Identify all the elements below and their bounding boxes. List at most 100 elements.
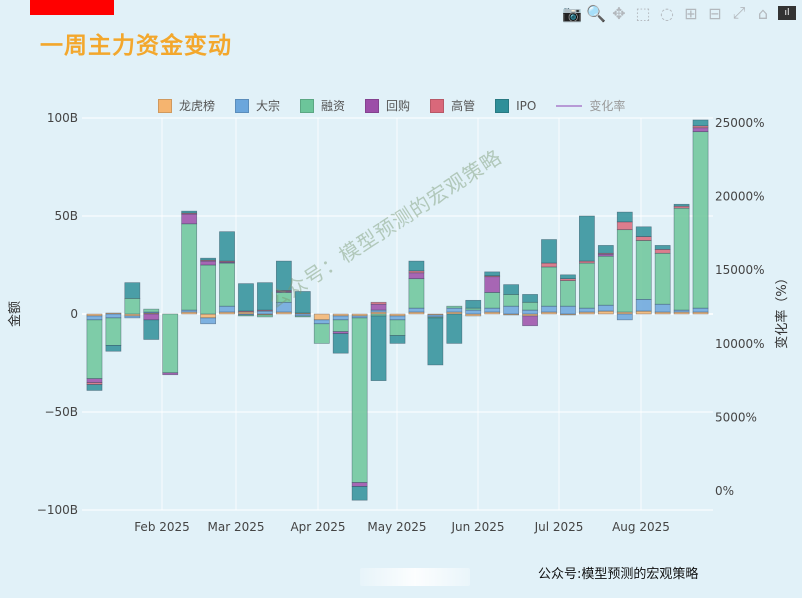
legend-swatch bbox=[300, 98, 315, 113]
bar-segment bbox=[484, 276, 501, 293]
bar-segment bbox=[579, 307, 595, 313]
bar-segment bbox=[313, 313, 330, 321]
y2-tick-label: 20000% bbox=[715, 190, 765, 204]
bar-segment bbox=[200, 264, 216, 315]
bar-segment bbox=[484, 271, 501, 277]
y-tick-label: −100B bbox=[37, 503, 78, 517]
chart-legend: 龙虎榜 大宗 融资 回购 高管 IPO 变化率 bbox=[158, 97, 625, 114]
bar-segment bbox=[692, 131, 709, 309]
bar-segment bbox=[408, 307, 425, 313]
y2-tick-label: 5000% bbox=[715, 410, 757, 424]
bar-segment bbox=[124, 282, 141, 299]
bar-segment bbox=[692, 307, 709, 313]
bar-segment bbox=[370, 301, 387, 305]
bar-segment bbox=[616, 211, 633, 223]
bar-segment bbox=[635, 226, 652, 237]
bar-segment bbox=[522, 294, 538, 303]
bar-segment bbox=[541, 262, 557, 268]
bar-segment bbox=[294, 291, 311, 314]
bar-segment bbox=[446, 313, 463, 344]
lasso-icon[interactable]: ◌ bbox=[660, 3, 674, 23]
legend-item[interactable]: 变化率 bbox=[556, 97, 625, 114]
bar-segment bbox=[200, 313, 216, 319]
box-select-icon[interactable]: ⬚ bbox=[635, 3, 651, 23]
bar-segment bbox=[124, 315, 141, 319]
bar-segment bbox=[654, 249, 671, 254]
bar-segment bbox=[105, 345, 122, 352]
zoom-in-icon[interactable]: ⊞ bbox=[684, 3, 698, 23]
zoom-icon[interactable]: 🔍 bbox=[586, 3, 606, 23]
bar-segment bbox=[200, 257, 216, 261]
bar-segment bbox=[673, 203, 690, 207]
bar-segment bbox=[351, 486, 368, 501]
bar-segment bbox=[522, 309, 538, 315]
bar-segment bbox=[579, 215, 595, 262]
legend-line bbox=[556, 104, 583, 107]
legend-label: 龙虎榜 bbox=[179, 99, 216, 113]
y-tick-label: −50B bbox=[44, 405, 78, 419]
pan-icon[interactable]: ✥ bbox=[612, 3, 626, 23]
x-tick-label: Aug 2025 bbox=[612, 520, 670, 534]
bar-segment bbox=[654, 245, 671, 250]
bar-segment bbox=[408, 272, 425, 280]
legend-swatch bbox=[158, 98, 172, 113]
bar-segment bbox=[181, 210, 198, 214]
legend-swatch bbox=[430, 98, 445, 113]
bar-segment bbox=[86, 319, 103, 379]
bar-segment bbox=[275, 260, 292, 291]
bar-segment bbox=[597, 310, 614, 315]
bar-segment bbox=[332, 315, 349, 321]
bar-segment bbox=[560, 274, 576, 280]
bar-segment bbox=[692, 127, 709, 133]
y2-tick-label: 15000% bbox=[715, 263, 765, 277]
bar-segment bbox=[579, 262, 595, 309]
red-redaction-block bbox=[30, 0, 114, 15]
bar-segment bbox=[143, 308, 160, 313]
bar-segment bbox=[616, 221, 633, 231]
bar-segment bbox=[560, 305, 576, 315]
plotly-logo-icon[interactable]: ıl bbox=[778, 6, 796, 20]
legend-item[interactable]: 大宗 bbox=[235, 97, 280, 114]
bar-segment bbox=[408, 260, 425, 272]
y2-axis-title: 变化率（%） bbox=[774, 271, 790, 348]
bar-segment bbox=[105, 313, 122, 319]
legend-item[interactable]: 融资 bbox=[300, 97, 345, 114]
bar-segment bbox=[219, 305, 235, 313]
bar-segment bbox=[389, 335, 406, 344]
bar-segment bbox=[465, 309, 482, 315]
bar-segment bbox=[351, 317, 368, 483]
bar-segment bbox=[522, 301, 538, 311]
footer-credit: 公众号:模型预测的宏观策略 bbox=[538, 567, 699, 582]
bar-segment bbox=[635, 298, 652, 312]
x-tick-label: Jun 2025 bbox=[450, 520, 504, 534]
legend-label: 大宗 bbox=[256, 99, 281, 113]
legend-item[interactable]: 回购 bbox=[365, 97, 410, 114]
legend-item[interactable]: IPO bbox=[495, 98, 536, 113]
x-tick-label: Feb 2025 bbox=[134, 520, 190, 534]
bar-segment bbox=[616, 229, 633, 313]
bar-segment bbox=[332, 333, 349, 354]
bar-segment bbox=[616, 313, 633, 321]
autoscale-icon[interactable]: ⤢ bbox=[732, 3, 746, 22]
bar-segment bbox=[219, 262, 235, 307]
bar-segment bbox=[654, 303, 671, 313]
bar-segment bbox=[465, 299, 482, 309]
blurred-region bbox=[360, 568, 470, 586]
bar-segment bbox=[332, 319, 349, 332]
bar-segment bbox=[541, 305, 557, 313]
bar-segment bbox=[105, 317, 122, 346]
reset-icon[interactable]: ⌂ bbox=[757, 3, 769, 23]
y-axis-title: 金额 bbox=[7, 301, 23, 327]
camera-icon[interactable]: 📷 bbox=[562, 3, 582, 23]
bar-segment bbox=[370, 303, 387, 311]
bar-segment bbox=[389, 315, 406, 321]
bar-segment bbox=[635, 240, 652, 300]
legend-item[interactable]: 龙虎榜 bbox=[158, 97, 215, 114]
bar-segment bbox=[503, 294, 520, 307]
legend-swatch bbox=[365, 98, 380, 113]
legend-item[interactable]: 高管 bbox=[430, 97, 475, 114]
bar-segment bbox=[389, 319, 406, 336]
zoom-out-icon[interactable]: ⊟ bbox=[708, 3, 722, 23]
bar-segment bbox=[522, 315, 538, 327]
bar-segment bbox=[86, 315, 103, 321]
